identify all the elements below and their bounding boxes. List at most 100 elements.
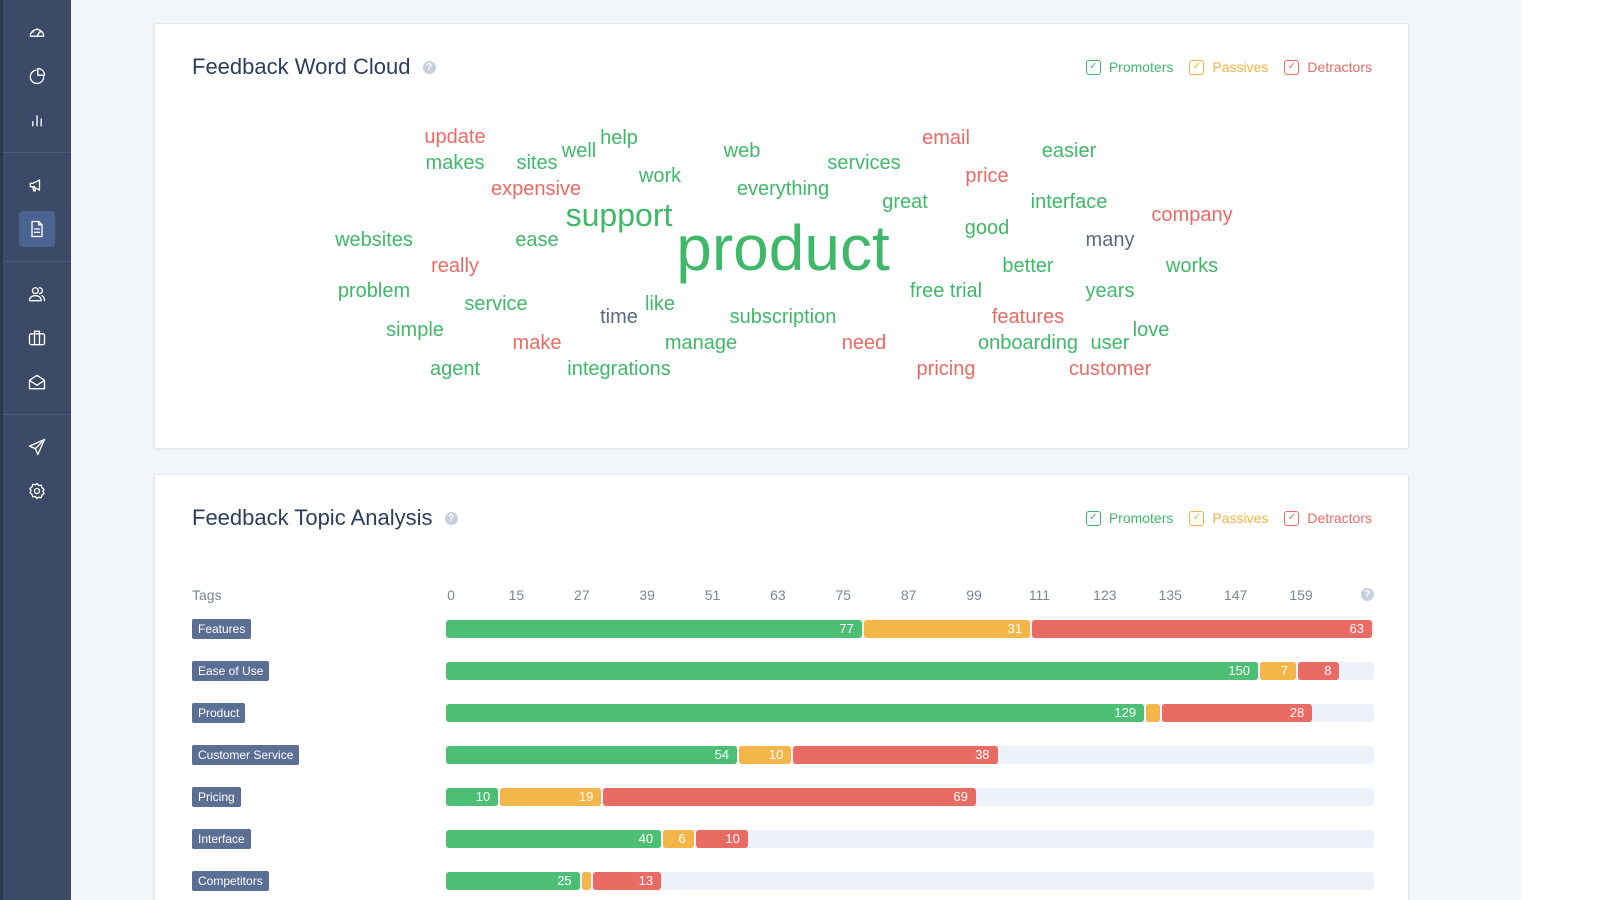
word-cloud-word[interactable]: pricing [916, 358, 976, 380]
detractors-bar[interactable]: 69 [603, 788, 976, 806]
word-cloud-word[interactable]: everything [736, 178, 830, 200]
word-cloud-word[interactable]: make [512, 332, 562, 354]
word-cloud-word[interactable]: web [723, 140, 761, 162]
promoters-bar[interactable]: 10 [446, 788, 499, 806]
word-cloud-word[interactable]: interface [1030, 191, 1108, 213]
briefcase-icon [28, 330, 46, 346]
legend-passives[interactable]: ✓ Passives [1189, 59, 1268, 75]
detractors-bar[interactable]: 28 [1162, 704, 1313, 722]
word-cloud-word[interactable]: price [965, 165, 1009, 187]
word-cloud-word[interactable]: service [464, 293, 528, 315]
word-cloud-word[interactable]: works [1165, 255, 1219, 277]
detractors-bar[interactable]: 13 [592, 872, 662, 890]
passives-bar[interactable] [581, 872, 591, 890]
nav-send[interactable] [19, 429, 55, 465]
checkbox-checked-icon[interactable]: ✓ [1284, 59, 1300, 75]
word-cloud-word[interactable]: simple [386, 319, 444, 341]
word-cloud-word[interactable]: like [644, 293, 676, 315]
word-cloud-word[interactable]: well [561, 140, 597, 162]
passives-bar[interactable]: 19 [500, 788, 602, 806]
word-cloud-word[interactable]: support [565, 197, 673, 233]
topic-tag[interactable]: Features [192, 619, 252, 639]
topic-tag[interactable]: Competitors [192, 871, 269, 891]
word-cloud-word[interactable]: many [1085, 229, 1135, 251]
word-cloud-word[interactable]: work [638, 165, 682, 187]
checkbox-checked-icon[interactable]: ✓ [1284, 510, 1300, 526]
word-cloud-word[interactable]: integrations [567, 358, 671, 380]
promoters-bar[interactable]: 40 [446, 830, 662, 848]
legend-detractors[interactable]: ✓ Detractors [1284, 59, 1372, 75]
word-cloud-word[interactable]: expensive [490, 178, 582, 200]
legend-passives[interactable]: ✓ Passives [1189, 510, 1268, 526]
checkbox-checked-icon[interactable]: ✓ [1189, 510, 1205, 526]
word-cloud-word[interactable]: free trial [909, 280, 983, 302]
word-cloud-word[interactable]: onboarding [977, 332, 1079, 354]
word-cloud-word[interactable]: easier [1041, 140, 1097, 162]
mail-icon [28, 374, 46, 390]
checkbox-checked-icon[interactable]: ✓ [1085, 510, 1101, 526]
legend-promoters[interactable]: ✓ Promoters [1085, 510, 1173, 526]
topic-tag[interactable]: Product [192, 703, 246, 723]
word-cloud-word[interactable]: services [827, 152, 901, 174]
nav-reports[interactable] [19, 211, 55, 247]
word-cloud-word[interactable]: help [600, 127, 638, 149]
word-cloud-word[interactable]: good [964, 217, 1010, 239]
word-cloud-word[interactable]: problem [337, 280, 411, 302]
promoters-bar[interactable]: 54 [446, 746, 738, 764]
nav-users[interactable] [19, 276, 55, 312]
topic-tag[interactable]: Interface [192, 829, 251, 849]
detractors-bar[interactable]: 63 [1032, 620, 1372, 638]
word-cloud-word[interactable]: ease [515, 229, 559, 251]
word-cloud-word[interactable]: makes [425, 152, 485, 174]
promoters-bar[interactable]: 77 [446, 620, 862, 638]
nav-campaigns[interactable] [19, 167, 55, 203]
nav-settings[interactable] [19, 473, 55, 509]
word-cloud-word[interactable]: manage [664, 332, 738, 354]
word-cloud-word[interactable]: subscription [729, 306, 837, 328]
checkbox-checked-icon[interactable]: ✓ [1085, 59, 1101, 75]
passives-bar[interactable]: 7 [1260, 662, 1297, 680]
topic-tag[interactable]: Pricing [192, 787, 241, 807]
word-cloud-word[interactable]: sites [516, 152, 558, 174]
passives-bar[interactable]: 10 [739, 746, 792, 764]
help-icon[interactable]: ? [1361, 588, 1374, 601]
word-cloud-word[interactable]: time [600, 306, 638, 328]
promoters-bar[interactable]: 129 [446, 704, 1145, 722]
word-cloud-word[interactable]: need [841, 332, 887, 354]
nav-pie-chart[interactable] [19, 58, 55, 94]
nav-workspace[interactable] [19, 320, 55, 356]
topic-tag[interactable]: Customer Service [192, 745, 300, 765]
word-cloud-word[interactable]: user [1090, 332, 1130, 354]
word-cloud-word[interactable]: customer [1068, 358, 1152, 380]
legend-detractors[interactable]: ✓ Detractors [1284, 510, 1372, 526]
detractors-bar[interactable]: 8 [1298, 662, 1340, 680]
word-cloud-word[interactable]: company [1151, 204, 1233, 226]
legend-promoters[interactable]: ✓ Promoters [1085, 59, 1173, 75]
word-cloud-word[interactable]: websites [335, 229, 413, 251]
word-cloud-word[interactable]: better [1002, 255, 1054, 277]
nav-inbox[interactable] [19, 364, 55, 400]
nav-dashboard[interactable] [19, 14, 55, 50]
promoters-bar[interactable]: 150 [446, 662, 1259, 680]
passives-bar[interactable] [1146, 704, 1161, 722]
help-icon[interactable]: ? [444, 511, 458, 525]
nav-bar-chart[interactable] [19, 102, 55, 138]
axis-tick: 0 [447, 587, 455, 603]
word-cloud-word[interactable]: features [991, 306, 1065, 328]
word-cloud-word[interactable]: really [431, 255, 479, 277]
word-cloud-word[interactable]: update [424, 126, 486, 148]
word-cloud-word[interactable]: love [1132, 319, 1170, 341]
passives-bar[interactable]: 31 [863, 620, 1031, 638]
checkbox-checked-icon[interactable]: ✓ [1189, 59, 1205, 75]
promoters-bar[interactable]: 25 [446, 872, 580, 890]
passives-bar[interactable]: 6 [663, 830, 694, 848]
word-cloud-word[interactable]: product [676, 212, 890, 284]
help-icon[interactable]: ? [422, 60, 436, 74]
word-cloud-word[interactable]: agent [429, 358, 481, 380]
word-cloud-word[interactable]: great [882, 191, 928, 213]
topic-tag[interactable]: Ease of Use [192, 661, 270, 681]
word-cloud-word[interactable]: email [922, 127, 970, 149]
detractors-bar[interactable]: 10 [695, 830, 748, 848]
detractors-bar[interactable]: 38 [793, 746, 998, 764]
word-cloud-word[interactable]: years [1085, 280, 1135, 302]
